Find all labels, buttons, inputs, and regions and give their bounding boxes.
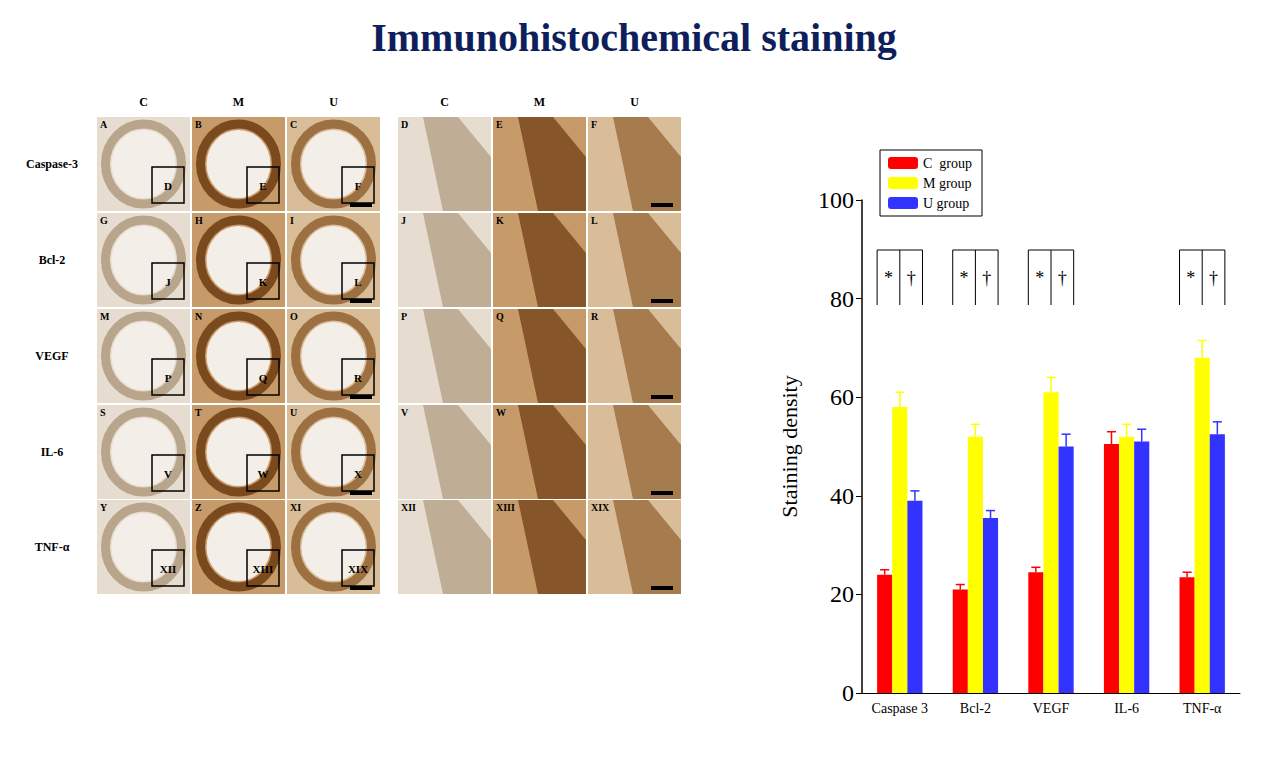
svg-text:U: U — [290, 407, 297, 418]
svg-text:K: K — [259, 276, 268, 288]
svg-text:U: U — [329, 95, 338, 109]
svg-text:XIII: XIII — [253, 563, 274, 575]
svg-text:Bcl-2: Bcl-2 — [960, 701, 991, 716]
svg-text:W: W — [258, 468, 269, 480]
svg-text:†: † — [982, 268, 991, 288]
svg-text:VEGF: VEGF — [35, 349, 68, 363]
svg-text:Caspase 3: Caspase 3 — [872, 701, 928, 716]
svg-text:J: J — [401, 215, 406, 226]
svg-text:M: M — [233, 95, 244, 109]
svg-text:C: C — [440, 95, 449, 109]
svg-text:R: R — [354, 372, 363, 384]
svg-text:H: H — [195, 215, 203, 226]
svg-text:I: I — [290, 215, 294, 226]
svg-text:80: 80 — [830, 286, 854, 312]
svg-text:40: 40 — [830, 483, 854, 509]
svg-text:G: G — [100, 215, 108, 226]
svg-text:Staining density: Staining density — [777, 375, 802, 517]
svg-text:Caspase-3: Caspase-3 — [26, 157, 78, 171]
svg-text:U: U — [630, 95, 639, 109]
svg-text:C group: C group — [923, 156, 972, 171]
svg-text:V: V — [401, 407, 409, 418]
svg-text:M group: M group — [923, 176, 972, 191]
svg-text:P: P — [401, 311, 407, 322]
svg-text:D: D — [164, 180, 172, 192]
svg-text:M: M — [534, 95, 545, 109]
svg-text:C: C — [290, 119, 297, 130]
svg-text:B: B — [195, 119, 202, 130]
svg-text:V: V — [164, 468, 172, 480]
svg-text:*: * — [1186, 268, 1195, 288]
svg-text:†: † — [907, 268, 916, 288]
svg-text:W: W — [496, 407, 506, 418]
svg-text:Bcl-2: Bcl-2 — [39, 253, 66, 267]
svg-text:Q: Q — [259, 372, 268, 384]
svg-text:†: † — [1058, 268, 1067, 288]
svg-text:*: * — [884, 268, 893, 288]
svg-text:VEGF: VEGF — [1033, 701, 1070, 716]
svg-text:Y: Y — [100, 502, 108, 513]
svg-text:60: 60 — [830, 384, 854, 410]
svg-text:L: L — [354, 276, 361, 288]
svg-text:TNF-α: TNF-α — [1183, 701, 1222, 716]
svg-text:*: * — [1035, 268, 1044, 288]
svg-text:†: † — [1209, 268, 1218, 288]
svg-text:L: L — [591, 215, 598, 226]
svg-text:XII: XII — [401, 502, 416, 513]
svg-text:20: 20 — [830, 581, 854, 607]
svg-text:M: M — [100, 311, 110, 322]
svg-text:*: * — [960, 268, 969, 288]
svg-text:C: C — [139, 95, 148, 109]
svg-text:T: T — [195, 407, 202, 418]
svg-text:J: J — [165, 276, 171, 288]
svg-text:K: K — [496, 215, 504, 226]
svg-text:D: D — [401, 119, 408, 130]
svg-text:N: N — [195, 311, 203, 322]
svg-text:XIII: XIII — [496, 502, 515, 513]
svg-text:0: 0 — [842, 680, 854, 706]
svg-text:XI: XI — [290, 502, 301, 513]
svg-text:E: E — [259, 180, 266, 192]
svg-text:100: 100 — [818, 187, 854, 213]
svg-text:XIX: XIX — [348, 563, 368, 575]
svg-text:IL-6: IL-6 — [1114, 701, 1139, 716]
svg-text:E: E — [496, 119, 503, 130]
html-text:Immunohistochemical staining: Immunohistochemical staining — [371, 15, 897, 60]
svg-text:XIX: XIX — [591, 502, 610, 513]
svg-text:Z: Z — [195, 502, 202, 513]
svg-text:IL-6: IL-6 — [41, 445, 64, 459]
svg-text:R: R — [591, 311, 599, 322]
svg-text:F: F — [591, 119, 597, 130]
svg-text:O: O — [290, 311, 298, 322]
svg-text:X: X — [354, 468, 362, 480]
svg-text:TNF-α: TNF-α — [35, 540, 70, 554]
svg-text:Q: Q — [496, 311, 504, 322]
svg-text:P: P — [165, 372, 172, 384]
svg-text:A: A — [100, 119, 108, 130]
svg-text:XII: XII — [160, 563, 177, 575]
svg-text:U group: U group — [923, 196, 969, 211]
svg-text:S: S — [100, 407, 106, 418]
svg-text:F: F — [355, 180, 362, 192]
